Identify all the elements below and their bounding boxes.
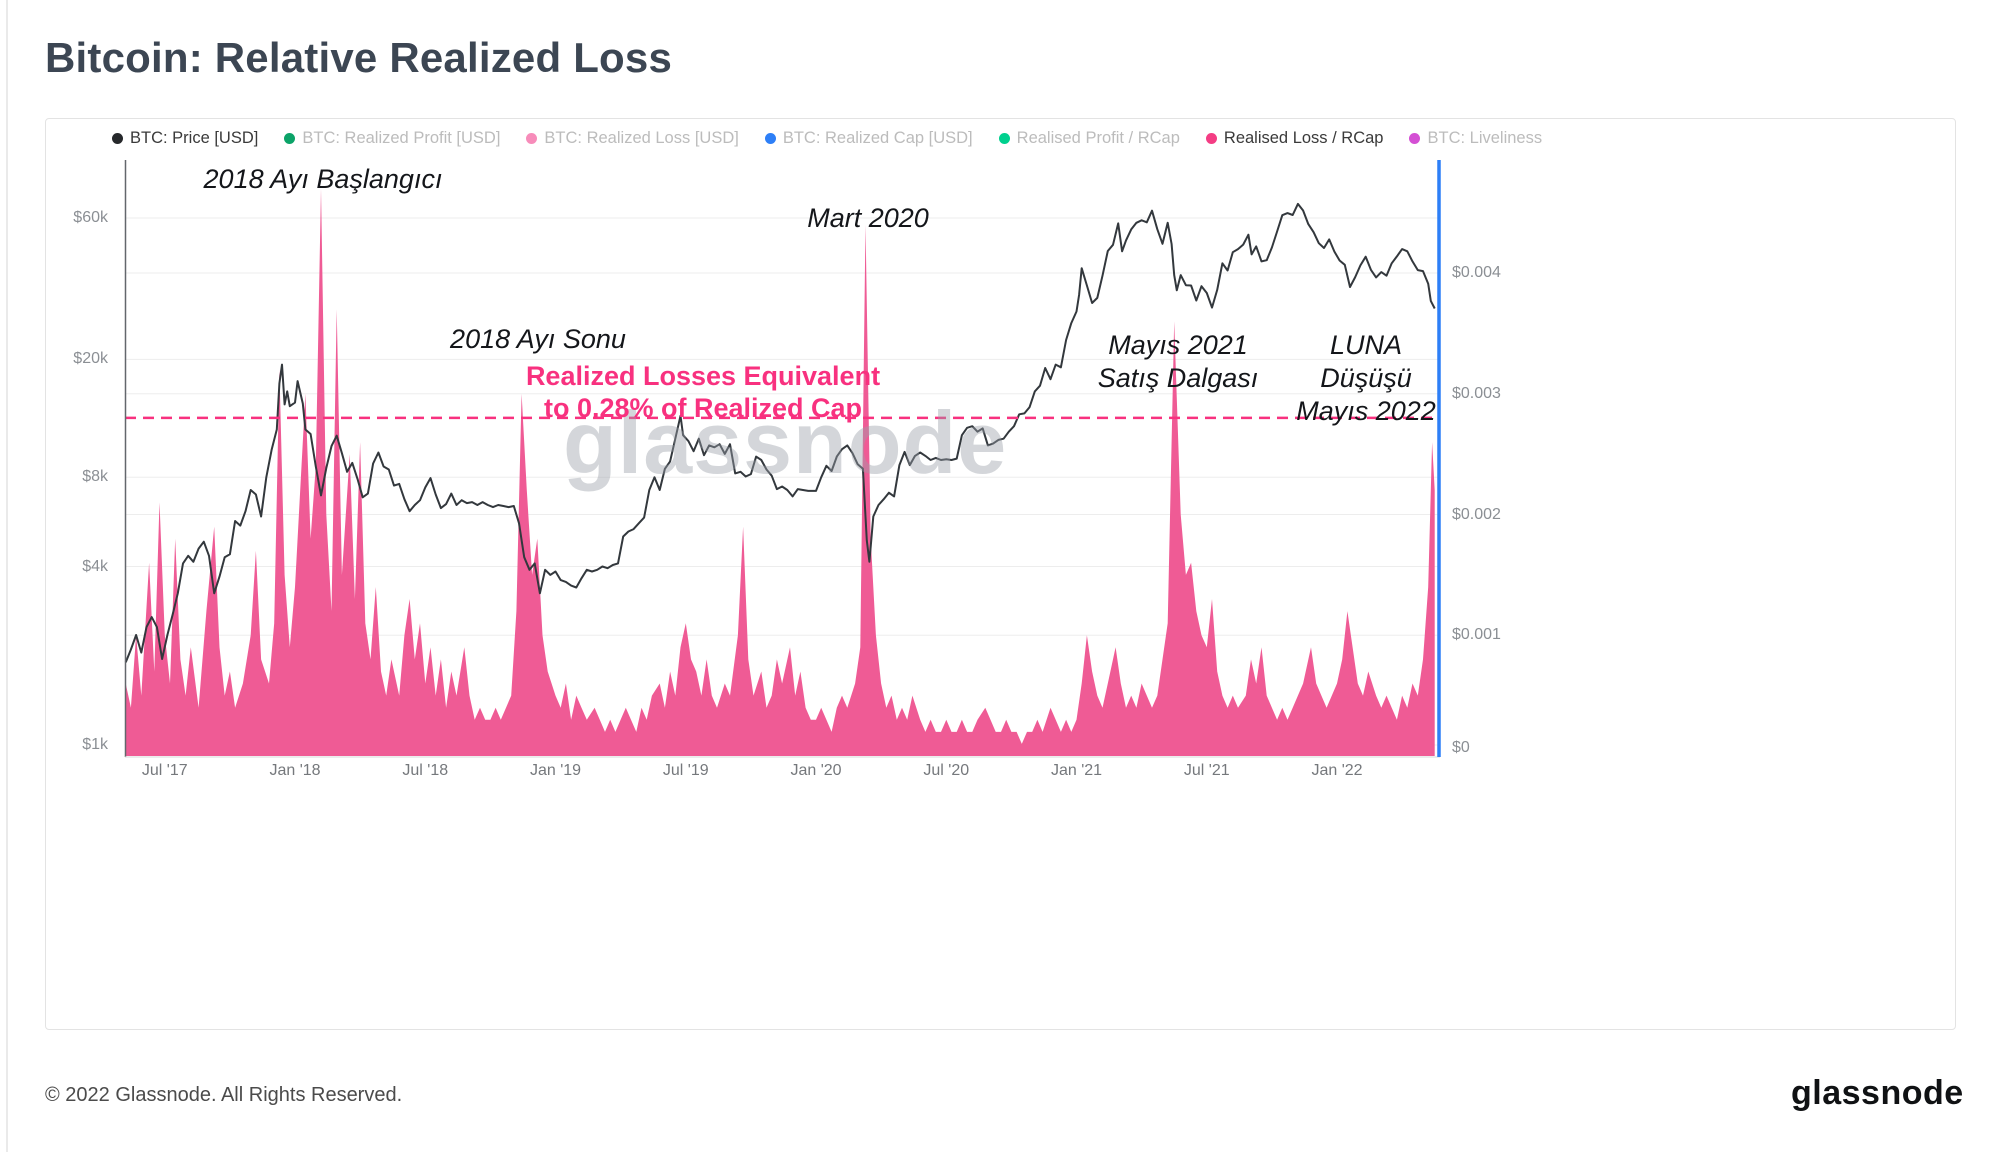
- legend-dot-icon: [112, 133, 123, 144]
- realised-loss-area: [125, 188, 1435, 756]
- legend-label: Realised Profit / RCap: [1016, 129, 1180, 147]
- legend-label: BTC: Realized Loss [USD]: [544, 129, 739, 147]
- left-axis-tick: $20k: [73, 350, 108, 368]
- legend-dot-icon: [998, 133, 1010, 144]
- right-axis-tick: $0: [1452, 739, 1470, 756]
- legend-item[interactable]: Realised Loss / RCap: [1205, 129, 1384, 148]
- x-axis-tick: Jan '19: [529, 762, 582, 779]
- legend-label: Realised Loss / RCap: [1223, 129, 1384, 147]
- legend-item[interactable]: BTC: Realized Cap [USD]: [764, 129, 973, 148]
- x-axis-tick: Jul '19: [662, 762, 709, 779]
- x-axis-tick: Jul '21: [1183, 762, 1230, 779]
- legend-item[interactable]: BTC: Realized Profit [USD]: [284, 129, 500, 148]
- x-axis-tick: Jan '22: [1311, 762, 1363, 779]
- price-line: [124, 202, 1436, 663]
- legend-dot-icon: [284, 133, 296, 144]
- annotation-2018-bear-start: 2018 Ayı Başlangıcı: [203, 164, 443, 194]
- x-axis-tick: Jul '20: [923, 762, 970, 779]
- annotation-march-2020: Mart 2020: [807, 203, 929, 233]
- legend-dot-icon: [1205, 133, 1217, 144]
- glassnode-logo: glassnode: [1791, 1074, 1964, 1112]
- x-axis-tick: Jan '21: [1050, 762, 1103, 779]
- x-axis-tick: Jul '17: [141, 762, 188, 779]
- right-axis-tick: $0.004: [1452, 264, 1501, 281]
- page-title: Bitcoin: Relative Realized Loss: [45, 34, 673, 81]
- x-axis-tick: Jan '18: [269, 762, 321, 779]
- right-axis-tick: $0.003: [1452, 384, 1501, 402]
- legend-dot-icon: [1409, 133, 1421, 144]
- right-axis-tick: $0.002: [1452, 505, 1501, 523]
- legend-item[interactable]: Realised Profit / RCap: [998, 129, 1180, 148]
- legend-label: BTC: Realized Cap [USD]: [782, 129, 973, 147]
- legend-dot-icon: [764, 133, 776, 144]
- annotation-luna-crash: LUNA Düşüşü Mayıs 2022: [1296, 330, 1436, 426]
- left-axis-tick: $60k: [73, 208, 108, 226]
- legend-label: BTC: Liveliness: [1427, 129, 1543, 147]
- x-axis-tick: Jul '18: [402, 762, 449, 779]
- legend-item[interactable]: BTC: Liveliness: [1409, 129, 1542, 148]
- left-axis-tick: $1k: [82, 736, 108, 753]
- legend-label: BTC: Realized Profit [USD]: [302, 129, 501, 147]
- right-axis-tick: $0.001: [1452, 626, 1501, 644]
- annotation-may-2021-selloff: Mayıs 2021 Satış Dalgası: [1097, 330, 1259, 393]
- legend-item[interactable]: BTC: Price [USD]: [112, 129, 258, 148]
- x-axis-tick: Jan '20: [790, 762, 842, 779]
- copyright: © 2022 Glassnode. All Rights Reserved.: [45, 1084, 403, 1106]
- window-left-edge: [6, 0, 8, 1152]
- legend: BTC: Price [USD] BTC: Realized Profit [US…: [112, 129, 1542, 148]
- annotation-2018-bear-end: 2018 Ayı Sonu: [450, 324, 626, 354]
- left-axis-tick: $4k: [82, 557, 108, 575]
- legend-dot-icon: [526, 133, 538, 144]
- legend-label: BTC: Price [USD]: [130, 129, 259, 147]
- annotation-threshold-label: Realized Losses Equivalent to 0.28% of R…: [525, 361, 881, 423]
- left-axis-tick: $8k: [82, 468, 108, 486]
- legend-item[interactable]: BTC: Realized Loss [USD]: [526, 129, 739, 148]
